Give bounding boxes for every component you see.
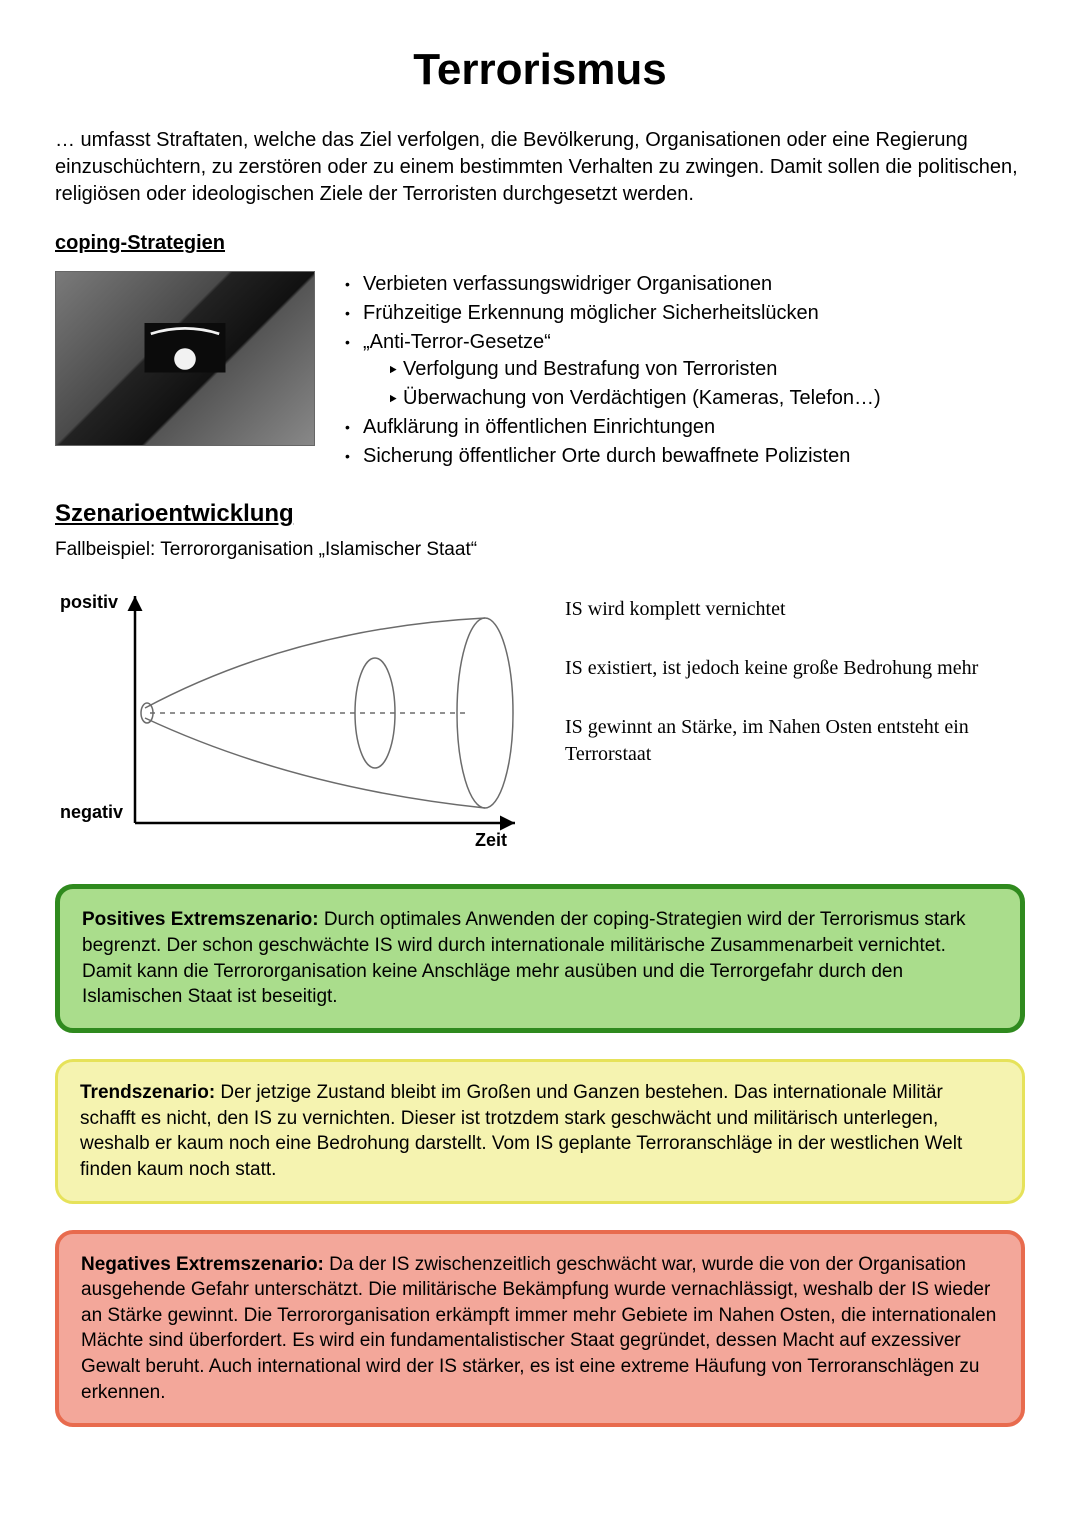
coping-row: Verbieten verfassungswidriger Organisati… [55,271,1025,472]
coping-item: Frühzeitige Erkennung möglicher Sicherhe… [345,300,881,327]
coping-sublist: Verfolgung und Bestrafung von Terroriste… [363,356,881,412]
funnel-outcome: IS existiert, ist jedoch keine große Bed… [565,655,1025,682]
scenario-funnel-area: positiv negativ Zeit IS wird komplett ve… [55,578,1025,858]
scenario-case-line: Fallbeispiel: Terrororganisation „Islami… [55,537,1025,563]
coping-heading: coping-Strategien [55,230,1025,257]
coping-item: „Anti-Terror-Gesetze“ Verfolgung und Bes… [345,329,881,412]
funnel-outcome: IS gewinnt an Stärke, im Nahen Osten ent… [565,714,1025,768]
y-top-label: positiv [60,592,118,612]
x-label: Zeit [475,830,507,850]
scenario-box-trend: Trendszenario: Der jetzige Zustand bleib… [55,1059,1025,1204]
scenario-funnel-chart: positiv negativ Zeit [55,578,545,858]
coping-list: Verbieten verfassungswidriger Organisati… [345,271,881,472]
flag-icon [140,314,230,404]
funnel-outcome: IS wird komplett vernichtet [565,596,1025,623]
scenario-heading: Szenarioentwicklung [55,498,1025,530]
coping-subitem: Verfolgung und Bestrafung von Terroriste… [387,356,881,383]
coping-item: Sicherung öffentlicher Orte durch bewaff… [345,443,881,470]
scenario-trend-lead: Trendszenario: [80,1082,215,1103]
scenario-positive-lead: Positives Extremszenario: [82,909,319,930]
coping-item-label: „Anti-Terror-Gesetze“ [363,331,551,353]
scenario-box-negative: Negatives Extremszenario: Da der IS zwis… [55,1230,1025,1428]
funnel-outcome-labels: IS wird komplett vernichtet IS existiert… [565,578,1025,858]
scenario-box-positive: Positives Extremszenario: Durch optimale… [55,884,1025,1033]
coping-subitem: Überwachung von Verdächtigen (Kameras, T… [387,385,881,412]
intro-paragraph: … umfasst Straftaten, welche das Ziel ve… [55,127,1025,208]
coping-item: Verbieten verfassungswidriger Organisati… [345,271,881,298]
scenario-negative-lead: Negatives Extremszenario: [81,1254,324,1275]
y-bottom-label: negativ [60,802,123,822]
coping-item: Aufklärung in öffentlichen Einrichtungen [345,414,881,441]
page-title: Terrorismus [55,40,1025,99]
scenario-negative-text: Da der IS zwischenzeitlich geschwächt wa… [81,1254,996,1403]
coping-photo [55,271,315,446]
